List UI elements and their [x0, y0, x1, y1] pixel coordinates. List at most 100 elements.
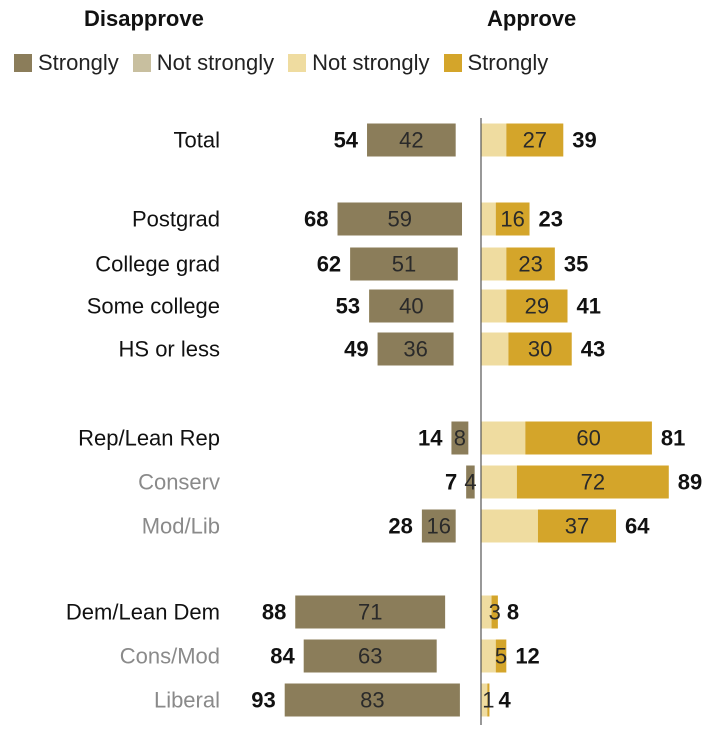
- legend-label: Not strongly: [312, 50, 430, 75]
- bar-approve-not-strongly: [481, 289, 507, 323]
- legend-item-disapprove-not-strongly: Not strongly: [132, 50, 275, 76]
- category-label: Conserv: [138, 470, 220, 495]
- disapprove-header: Disapprove: [84, 6, 204, 31]
- bar-disapprove-strongly: [466, 465, 475, 499]
- legend-swatch: [132, 54, 151, 72]
- data-label-approve-strongly: 60: [576, 426, 600, 451]
- data-label-disapprove-strongly: 71: [358, 600, 382, 625]
- data-label-disapprove-total: 28: [388, 514, 412, 539]
- legend-label: Not strongly: [156, 50, 275, 75]
- data-label-approve-total: 4: [498, 688, 511, 713]
- bar-approve-strongly: [525, 421, 652, 455]
- bar-disapprove-strongly: [369, 289, 454, 323]
- data-label-disapprove-total: 84: [270, 644, 295, 669]
- bar-approve-not-strongly: [481, 123, 507, 157]
- data-label-disapprove-strongly: 4: [464, 470, 476, 495]
- data-label-disapprove-strongly: 16: [427, 514, 451, 539]
- bar-approve-strongly: [506, 289, 568, 323]
- data-label-approve-total: 89: [678, 470, 702, 495]
- legend: Strongly Not strongly Not strongly Stron…: [14, 48, 562, 78]
- data-label-approve-strongly: 3: [489, 600, 501, 625]
- bar-approve-not-strongly: [481, 509, 538, 543]
- bar-approve-not-strongly: [481, 332, 509, 366]
- data-label-approve-strongly: 30: [528, 337, 552, 362]
- data-label-disapprove-total: 62: [317, 252, 341, 277]
- data-label-disapprove-total: 14: [418, 426, 443, 451]
- bar-approve-strongly: [508, 332, 572, 366]
- category-label: Liberal: [154, 688, 220, 713]
- bar-approve-not-strongly: [481, 465, 517, 499]
- bar-disapprove-strongly: [367, 123, 456, 157]
- bar-disapprove-strongly: [350, 247, 458, 281]
- data-label-disapprove-strongly: 51: [392, 252, 416, 277]
- data-label-disapprove-strongly: 8: [454, 426, 466, 451]
- data-label-approve-total: 43: [581, 337, 605, 362]
- bar-disapprove-strongly: [377, 332, 454, 366]
- legend-label: Strongly: [38, 50, 119, 75]
- category-label: HS or less: [119, 337, 220, 362]
- data-label-approve-total: 8: [507, 600, 519, 625]
- approve-header: Approve: [487, 6, 577, 31]
- data-label-approve-total: 12: [515, 644, 539, 669]
- data-label-approve-total: 23: [539, 207, 563, 232]
- data-label-disapprove-total: 68: [304, 207, 328, 232]
- data-label-disapprove-total: 54: [334, 128, 359, 153]
- bar-approve-not-strongly: [481, 421, 526, 455]
- legend-item-approve-not-strongly: Not strongly: [288, 50, 430, 76]
- data-label-approve-strongly: 37: [565, 514, 589, 539]
- legend-item-approve-strongly: Strongly: [443, 50, 549, 76]
- bar-approve-strongly: [495, 202, 530, 236]
- bar-approve-strongly: [537, 509, 617, 543]
- data-label-approve-strongly: 23: [518, 252, 542, 277]
- data-label-approve-strongly: 1: [482, 688, 494, 713]
- data-label-disapprove-strongly: 36: [403, 337, 427, 362]
- bar-approve-not-strongly: [481, 247, 507, 281]
- data-label-approve-total: 35: [564, 252, 588, 277]
- bar-approve-not-strongly: [481, 202, 496, 236]
- category-label: Rep/Lean Rep: [78, 426, 220, 451]
- legend-swatch: [14, 54, 32, 72]
- bar-approve-not-strongly: [481, 595, 492, 629]
- bar-disapprove-strongly: [295, 595, 446, 629]
- legend-swatch: [288, 54, 307, 72]
- category-label: Some college: [87, 294, 220, 319]
- data-label-disapprove-strongly: 59: [388, 207, 412, 232]
- category-label: Mod/Lib: [142, 514, 220, 539]
- category-label: College grad: [95, 252, 220, 277]
- bar-disapprove-strongly: [337, 202, 463, 236]
- data-label-approve-total: 39: [572, 128, 596, 153]
- bar-disapprove-strongly: [284, 683, 460, 717]
- data-label-disapprove-total: 88: [262, 600, 286, 625]
- legend-label: Strongly: [467, 50, 549, 75]
- bar-approve-not-strongly: [481, 683, 488, 717]
- data-label-disapprove-total: 53: [336, 294, 360, 319]
- data-label-approve-strongly: 27: [523, 128, 547, 153]
- bar-approve-strongly: [491, 595, 498, 629]
- bar-approve-not-strongly: [481, 639, 496, 673]
- bar-disapprove-strongly: [303, 639, 437, 673]
- data-label-approve-total: 64: [625, 514, 650, 539]
- category-label: Total: [174, 128, 220, 153]
- data-label-disapprove-total: 7: [445, 470, 457, 495]
- bar-disapprove-strongly: [421, 509, 456, 543]
- data-label-approve-strongly: 5: [495, 644, 507, 669]
- bar-disapprove-strongly: [451, 421, 469, 455]
- bar-approve-strongly: [506, 123, 564, 157]
- bar-approve-strongly: [495, 639, 507, 673]
- category-label: Dem/Lean Dem: [66, 600, 220, 625]
- data-label-approve-total: 41: [577, 294, 601, 319]
- data-label-approve-total: 81: [661, 426, 685, 451]
- category-label: Cons/Mod: [120, 644, 220, 669]
- bar-approve-strongly: [487, 683, 490, 717]
- data-label-disapprove-strongly: 40: [399, 294, 423, 319]
- data-label-disapprove-strongly: 63: [358, 644, 382, 669]
- category-label: Postgrad: [132, 207, 220, 232]
- bar-approve-strongly: [516, 465, 669, 499]
- data-label-disapprove-total: 49: [344, 337, 368, 362]
- bar-approve-strongly: [506, 247, 555, 281]
- data-label-approve-strongly: 16: [500, 207, 524, 232]
- data-label-disapprove-total: 93: [251, 688, 275, 713]
- data-label-disapprove-strongly: 83: [360, 688, 384, 713]
- data-label-approve-strongly: 72: [581, 470, 605, 495]
